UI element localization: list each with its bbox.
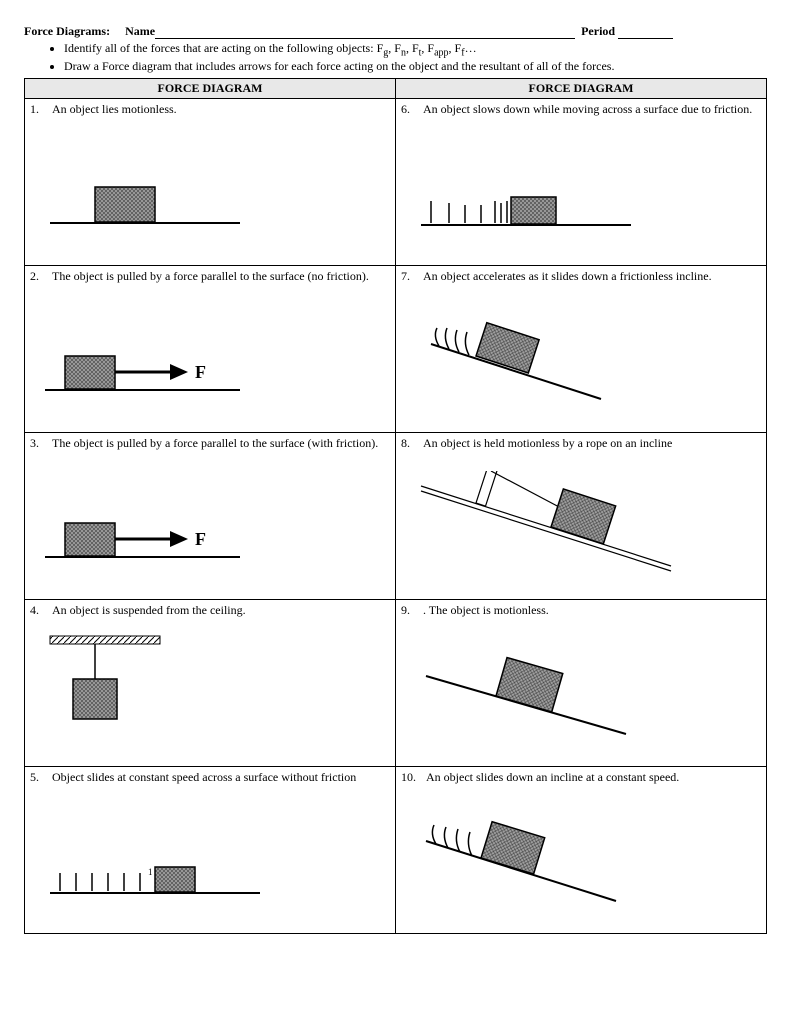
q-text: . The object is motionless. bbox=[423, 603, 549, 618]
cell-8: 8. An object is held motionless by a rop… bbox=[396, 433, 767, 600]
q-number: 5. bbox=[30, 770, 42, 785]
q-text: An object slows down while moving across… bbox=[423, 102, 752, 117]
figure-box-incline-motionless bbox=[411, 648, 651, 748]
period-label: Period bbox=[581, 24, 615, 38]
cell-4: 4. An object is suspended from the ceili… bbox=[25, 600, 396, 767]
force-label: F bbox=[195, 362, 206, 382]
figure-box-pulled: F bbox=[40, 344, 260, 414]
name-label: Name bbox=[125, 24, 155, 38]
instruction-item: Identify all of the forces that are acti… bbox=[64, 41, 767, 58]
figure-box-on-surface bbox=[40, 177, 260, 247]
cell-9: 9. . The object is motionless. bbox=[396, 600, 767, 767]
force-diagram-table: FORCE DIAGRAM FORCE DIAGRAM 1. An object… bbox=[24, 78, 767, 934]
figure-box-incline-constant bbox=[411, 815, 641, 915]
figure-box-rope-incline bbox=[411, 471, 691, 581]
q-text: The object is pulled by a force parallel… bbox=[52, 436, 378, 451]
q-number: 4. bbox=[30, 603, 42, 618]
figure-box-pulled-friction: F bbox=[40, 511, 260, 581]
q-text: An object lies motionless. bbox=[52, 102, 177, 117]
q-number: 8. bbox=[401, 436, 413, 451]
q-text: An object is suspended from the ceiling. bbox=[52, 603, 246, 618]
q-text: The object is pulled by a force parallel… bbox=[52, 269, 369, 284]
cell-1: 1. An object lies motionless. bbox=[25, 99, 396, 266]
period-blank[interactable] bbox=[618, 38, 673, 39]
force-label: F bbox=[195, 529, 206, 549]
name-blank[interactable] bbox=[155, 38, 575, 39]
q-number: 10. bbox=[401, 770, 416, 785]
q-number: 7. bbox=[401, 269, 413, 284]
q-text: An object slides down an incline at a co… bbox=[426, 770, 679, 785]
instruction-list: Identify all of the forces that are acti… bbox=[64, 41, 767, 74]
cell-5: 5. Object slides at constant speed acros… bbox=[25, 767, 396, 934]
svg-text:1: 1 bbox=[148, 867, 153, 877]
instruction-text: Draw a Force diagram that includes arrow… bbox=[64, 59, 614, 73]
q-number: 2. bbox=[30, 269, 42, 284]
cell-2: 2. The object is pulled by a force paral… bbox=[25, 266, 396, 433]
title-label: Force Diagrams: bbox=[24, 24, 110, 38]
q-number: 1. bbox=[30, 102, 42, 117]
figure-box-constant-speed: 1 bbox=[40, 855, 280, 915]
figure-box-motion-lines bbox=[411, 187, 651, 247]
q-text: An object accelerates as it slides down … bbox=[423, 269, 712, 284]
cell-3: 3. The object is pulled by a force paral… bbox=[25, 433, 396, 600]
figure-box-on-incline bbox=[411, 314, 631, 414]
figure-box-suspended bbox=[40, 631, 200, 731]
q-text: Object slides at constant speed across a… bbox=[52, 770, 356, 785]
column-header-left: FORCE DIAGRAM bbox=[25, 79, 396, 99]
cell-6: 6. An object slows down while moving acr… bbox=[396, 99, 767, 266]
cell-7: 7. An object accelerates as it slides do… bbox=[396, 266, 767, 433]
instruction-item: Draw a Force diagram that includes arrow… bbox=[64, 59, 767, 74]
q-text: An object is held motionless by a rope o… bbox=[423, 436, 672, 451]
column-header-right: FORCE DIAGRAM bbox=[396, 79, 767, 99]
q-number: 3. bbox=[30, 436, 42, 451]
worksheet-header: Force Diagrams: Name Period bbox=[24, 24, 767, 39]
cell-10: 10. An object slides down an incline at … bbox=[396, 767, 767, 934]
q-number: 9. bbox=[401, 603, 413, 618]
instruction-text: Identify all of the forces that are acti… bbox=[64, 41, 383, 55]
q-number: 6. bbox=[401, 102, 413, 117]
